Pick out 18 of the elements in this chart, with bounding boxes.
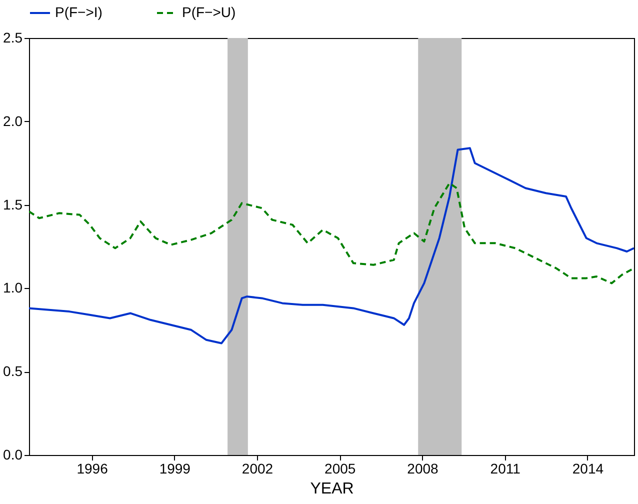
y-tick-label: 0.0 bbox=[3, 446, 23, 462]
x-tick-label: 1999 bbox=[159, 460, 191, 476]
x-axis-title: YEAR bbox=[310, 480, 354, 498]
x-tick-label: 1996 bbox=[76, 460, 108, 476]
y-tick-label: 0.5 bbox=[3, 363, 23, 380]
y-tick-label: 2.5 bbox=[3, 30, 23, 46]
x-tick-label: 2008 bbox=[407, 460, 439, 476]
y-tick-label: 1.5 bbox=[3, 196, 23, 212]
x-tick-label: 2014 bbox=[572, 460, 604, 476]
legend-label: P(F−>U) bbox=[182, 4, 236, 20]
line-series bbox=[29, 147, 634, 344]
x-tick-label: 2002 bbox=[242, 460, 274, 476]
y-tick-label: 2.0 bbox=[3, 112, 23, 129]
y-tick-label: 1.0 bbox=[3, 280, 23, 296]
legend-label: P(F−>I) bbox=[55, 4, 102, 20]
x-tick-label: 2011 bbox=[490, 460, 521, 476]
line-series bbox=[29, 182, 634, 284]
x-tick-label: 2005 bbox=[324, 460, 356, 476]
